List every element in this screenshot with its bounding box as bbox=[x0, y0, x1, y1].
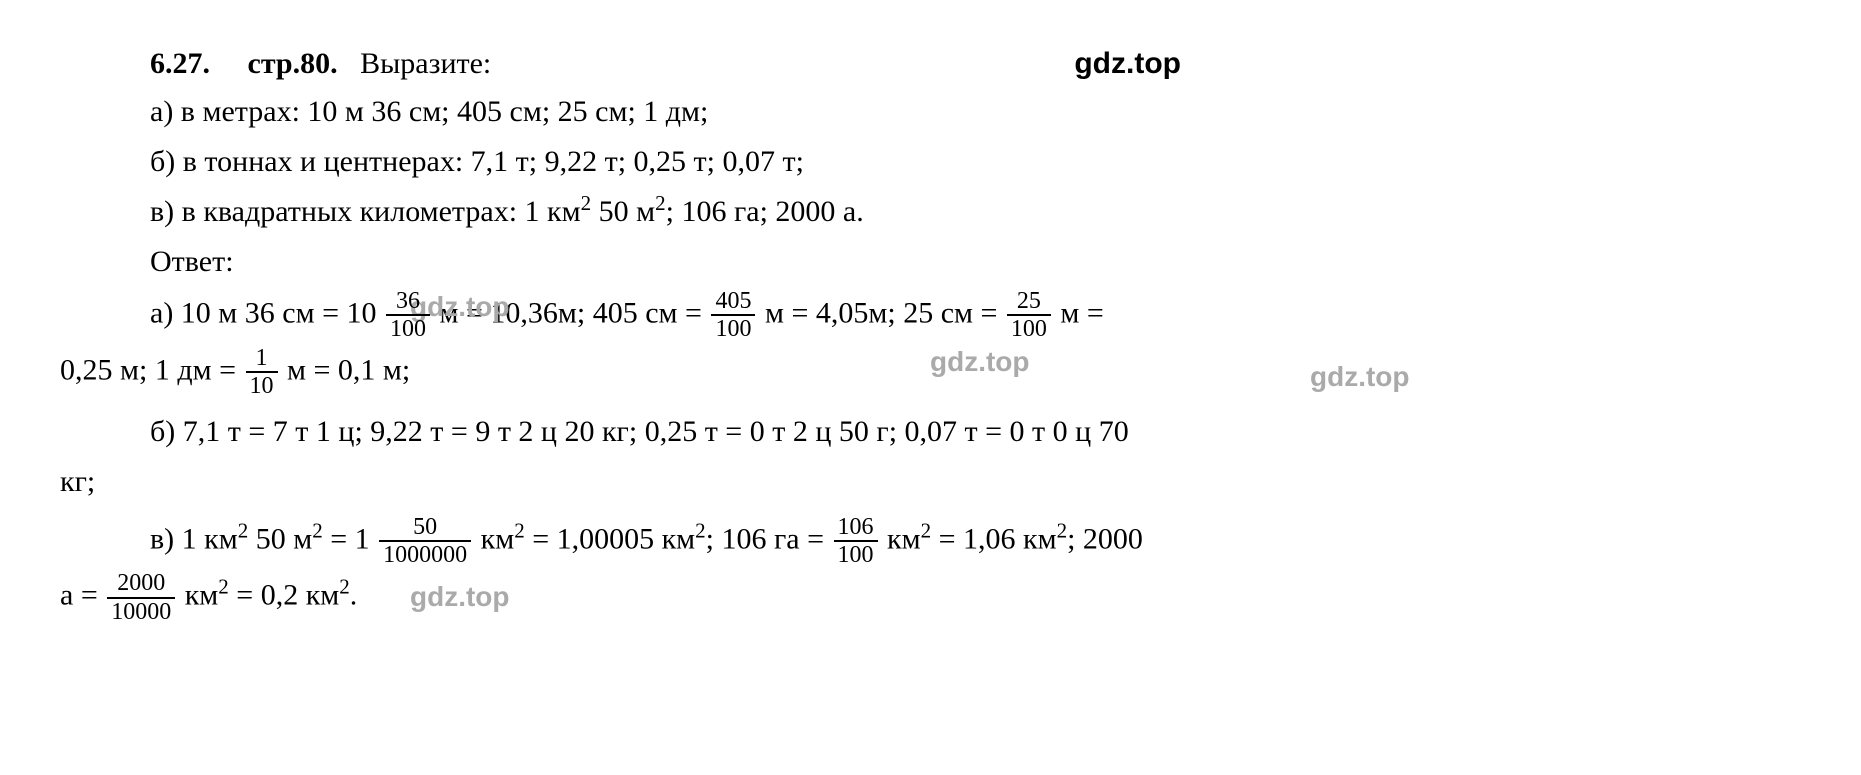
sup-2: 2 bbox=[655, 191, 666, 215]
problem-c-pre: в) в квадратных километрах: 1 км bbox=[150, 195, 581, 228]
frac-num: 36 bbox=[386, 288, 430, 316]
ans-c-m6: км bbox=[887, 522, 921, 555]
fraction: 36 100 bbox=[386, 288, 430, 343]
sup-2: 2 bbox=[581, 191, 592, 215]
answer-label: Ответ: bbox=[60, 238, 1801, 286]
ans-c-m1: 50 м bbox=[248, 522, 312, 555]
frac-den: 1000000 bbox=[379, 542, 471, 568]
problem-line-c: в) в квадратных километрах: 1 км2 50 м2;… bbox=[60, 188, 1801, 236]
sup-2: 2 bbox=[695, 518, 706, 542]
frac-den: 100 bbox=[386, 316, 430, 342]
frac-num: 106 bbox=[834, 514, 878, 542]
sup-2: 2 bbox=[238, 518, 249, 542]
watermark-top-right: gdz.top bbox=[1074, 20, 1801, 88]
problem-line-a: а) в метрах: 10 м 36 см; 405 см; 25 см; … bbox=[60, 88, 1801, 136]
sup-2: 2 bbox=[312, 518, 323, 542]
ans-a-mid2: м = 4,05м; 25 см = bbox=[765, 296, 1005, 329]
ans-b-l1: б) 7,1 т = 7 т 1 ц; 9,22 т = 9 т 2 ц 20 … bbox=[150, 415, 1129, 448]
header-line: 6.27. стр.80. Выразите: gdz.top bbox=[60, 20, 1801, 88]
ans-a-mid3: м = bbox=[1060, 296, 1103, 329]
sup-2: 2 bbox=[921, 518, 932, 542]
answer-c-line2: а = 2000 10000 км2 = 0,2 км2. bbox=[60, 570, 1801, 625]
ans-c-l2-suffix: = 0,2 км bbox=[229, 579, 339, 612]
watermark-4: gdz.top bbox=[410, 575, 510, 620]
frac-den: 100 bbox=[711, 316, 755, 342]
ans-a-l2-prefix: 0,25 м; 1 дм = bbox=[60, 353, 244, 386]
answer-a-line1: а) 10 м 36 см = 10 36 100 м = 10,36м; 40… bbox=[60, 288, 1801, 343]
problem-c-mid: 50 м bbox=[591, 195, 655, 228]
ans-c-m8: ; 2000 bbox=[1067, 522, 1143, 555]
frac-num: 405 bbox=[711, 288, 755, 316]
sup-2: 2 bbox=[1057, 518, 1068, 542]
ans-a-l2-suffix: м = 0,1 м; bbox=[287, 353, 410, 386]
frac-den: 100 bbox=[1007, 316, 1051, 342]
ans-c-m2: = 1 bbox=[323, 522, 370, 555]
watermark-3: gdz.top bbox=[1310, 355, 1410, 400]
frac-num: 25 bbox=[1007, 288, 1051, 316]
ans-c-m5: ; 106 га = bbox=[706, 522, 832, 555]
frac-den: 10000 bbox=[107, 599, 175, 625]
frac-num: 50 bbox=[379, 514, 471, 542]
watermark-2: gdz.top bbox=[930, 340, 1030, 385]
frac-num: 1 bbox=[246, 345, 278, 373]
answer-c-line1: в) 1 км2 50 м2 = 1 50 1000000 км2 = 1,00… bbox=[60, 514, 1801, 569]
ans-c-l2-end: . bbox=[350, 579, 358, 612]
answer-b-line1: б) 7,1 т = 7 т 1 ц; 9,22 т = 9 т 2 ц 20 … bbox=[60, 408, 1801, 456]
fraction: 2000 10000 bbox=[107, 570, 175, 625]
task-word: Выразите: bbox=[360, 47, 491, 80]
ans-c-m3: км bbox=[481, 522, 515, 555]
fraction: 106 100 bbox=[834, 514, 878, 569]
document-content: 6.27. стр.80. Выразите: gdz.top а) в мет… bbox=[60, 20, 1801, 625]
ans-a-prefix: а) 10 м 36 см = 10 bbox=[150, 296, 377, 329]
header-text: 6.27. стр.80. Выразите: bbox=[60, 40, 491, 88]
ans-c-l2-prefix: а = bbox=[60, 579, 105, 612]
answer-b-line2: кг; bbox=[60, 458, 1801, 506]
frac-num: 2000 bbox=[107, 570, 175, 598]
frac-den: 10 bbox=[246, 373, 278, 399]
sup-2: 2 bbox=[514, 518, 525, 542]
frac-den: 100 bbox=[834, 542, 878, 568]
ans-c-l2-mid: км bbox=[185, 579, 219, 612]
fraction: 1 10 bbox=[246, 345, 278, 400]
fraction: 50 1000000 bbox=[379, 514, 471, 569]
ans-c-prefix: в) 1 км bbox=[150, 522, 238, 555]
problem-line-b: б) в тоннах и центнерах: 7,1 т; 9,22 т; … bbox=[60, 138, 1801, 186]
fraction: 405 100 bbox=[711, 288, 755, 343]
ans-c-m7: = 1,06 км bbox=[931, 522, 1056, 555]
problem-c-post: ; 106 га; 2000 а. bbox=[666, 195, 864, 228]
sup-2: 2 bbox=[218, 575, 229, 599]
fraction: 25 100 bbox=[1007, 288, 1051, 343]
page-ref: стр.80. bbox=[248, 47, 338, 80]
problem-number: 6.27. bbox=[150, 47, 210, 80]
ans-c-m4: = 1,00005 км bbox=[525, 522, 695, 555]
sup-2: 2 bbox=[339, 575, 350, 599]
